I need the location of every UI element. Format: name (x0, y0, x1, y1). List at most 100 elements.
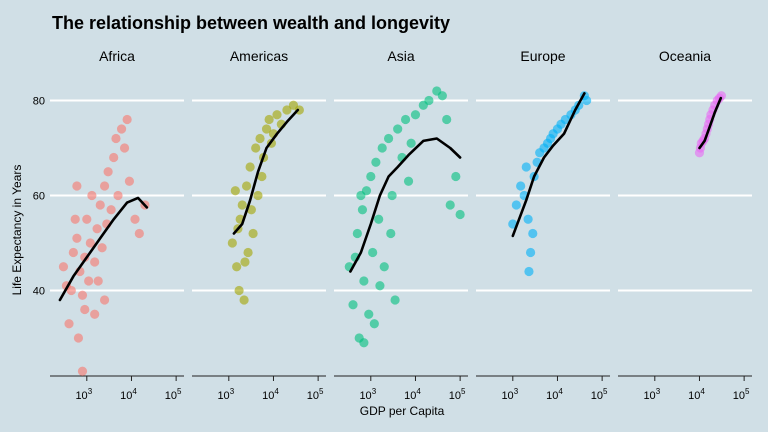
data-point (393, 124, 403, 134)
data-point (261, 124, 272, 134)
facet-label: Africa (99, 48, 135, 64)
x-tick-label: 103 (359, 387, 376, 402)
data-point (90, 309, 100, 319)
data-point (383, 133, 394, 144)
data-point (230, 186, 240, 196)
data-point (241, 181, 252, 191)
facet-americas: Americas 103 104 105 (192, 48, 326, 402)
facet-label: Americas (230, 48, 288, 64)
trend-line (232, 108, 300, 235)
trend-line (58, 196, 149, 302)
data-point (379, 262, 389, 272)
data-point (113, 190, 123, 201)
data-point (264, 114, 274, 125)
data-point (257, 171, 267, 182)
data-point (410, 110, 421, 120)
data-point (95, 200, 105, 210)
x-tick-label: 103 (643, 387, 660, 402)
data-point (111, 133, 121, 144)
data-point (92, 224, 102, 234)
data-point (72, 233, 82, 243)
data-point (64, 319, 74, 329)
facet-europe: Europe 103 104 105 (476, 48, 610, 402)
data-point (368, 247, 378, 258)
data-point (239, 295, 249, 305)
data-point (403, 176, 414, 186)
data-point (87, 190, 97, 201)
data-point (455, 209, 465, 220)
data-point (390, 295, 400, 305)
data-point (90, 257, 100, 267)
data-point (251, 143, 261, 153)
data-point (82, 214, 92, 224)
data-point (357, 205, 368, 215)
data-point (282, 105, 292, 115)
data-point (511, 200, 521, 210)
x-tick-label: 104 (688, 387, 705, 402)
data-point (375, 281, 385, 291)
facet-asia: Asia 103 104 105 (334, 48, 468, 402)
data-point (77, 290, 88, 300)
data-point (77, 366, 88, 376)
trend-line (511, 92, 586, 238)
facet-label: Asia (387, 48, 414, 64)
data-point (253, 190, 263, 201)
data-point (240, 257, 250, 267)
data-point (134, 228, 144, 239)
data-point (524, 266, 534, 277)
data-point (116, 124, 127, 134)
data-point (374, 214, 384, 224)
data-point (359, 338, 369, 348)
data-point (234, 285, 244, 296)
chart-title: The relationship between wealth and long… (52, 13, 450, 33)
data-point (93, 276, 103, 286)
data-point (386, 228, 396, 239)
data-point (525, 247, 536, 258)
data-point (528, 228, 538, 239)
data-point (248, 228, 258, 239)
data-point (356, 190, 366, 201)
data-point (68, 247, 78, 258)
data-point (371, 157, 381, 167)
facet-panels: Africa 103 104 105 Americas 103 104 105 Asia 103 1… (33, 48, 752, 402)
x-tick-label: 103 (501, 387, 518, 402)
data-point (521, 162, 531, 172)
x-tick-label: 105 (165, 387, 182, 402)
x-tick-label: 103 (217, 387, 234, 402)
data-point (109, 152, 119, 163)
x-tick-label: 105 (449, 387, 466, 402)
data-point (237, 200, 247, 210)
data-point (516, 181, 526, 191)
data-point (366, 171, 376, 182)
x-tick-label: 104 (404, 387, 421, 402)
data-point (232, 262, 242, 272)
data-point (400, 114, 411, 125)
data-point (106, 205, 116, 215)
data-point (255, 133, 265, 144)
data-point (84, 276, 94, 286)
facet-label: Europe (520, 48, 565, 64)
data-point (352, 228, 362, 239)
data-point (523, 214, 533, 224)
x-tick-label: 103 (75, 387, 92, 402)
y-axis-title: Life Expectancy in Years (10, 165, 24, 296)
data-point (387, 190, 397, 201)
data-point (245, 162, 255, 172)
data-point (122, 114, 132, 125)
data-point (70, 214, 80, 224)
x-tick-label: 104 (546, 387, 563, 402)
x-axis-title: GDP per Capita (360, 404, 445, 418)
x-tick-label: 105 (591, 387, 608, 402)
data-point (99, 295, 110, 305)
data-point (582, 95, 592, 106)
data-point (103, 167, 113, 177)
data-point (73, 333, 84, 343)
data-point (130, 214, 140, 224)
x-tick-label: 104 (262, 387, 279, 402)
data-point (369, 319, 379, 329)
data-point (85, 238, 95, 248)
y-tick-label: 60 (33, 191, 45, 203)
trend-line (349, 137, 462, 273)
facet-label: Oceania (659, 48, 711, 64)
